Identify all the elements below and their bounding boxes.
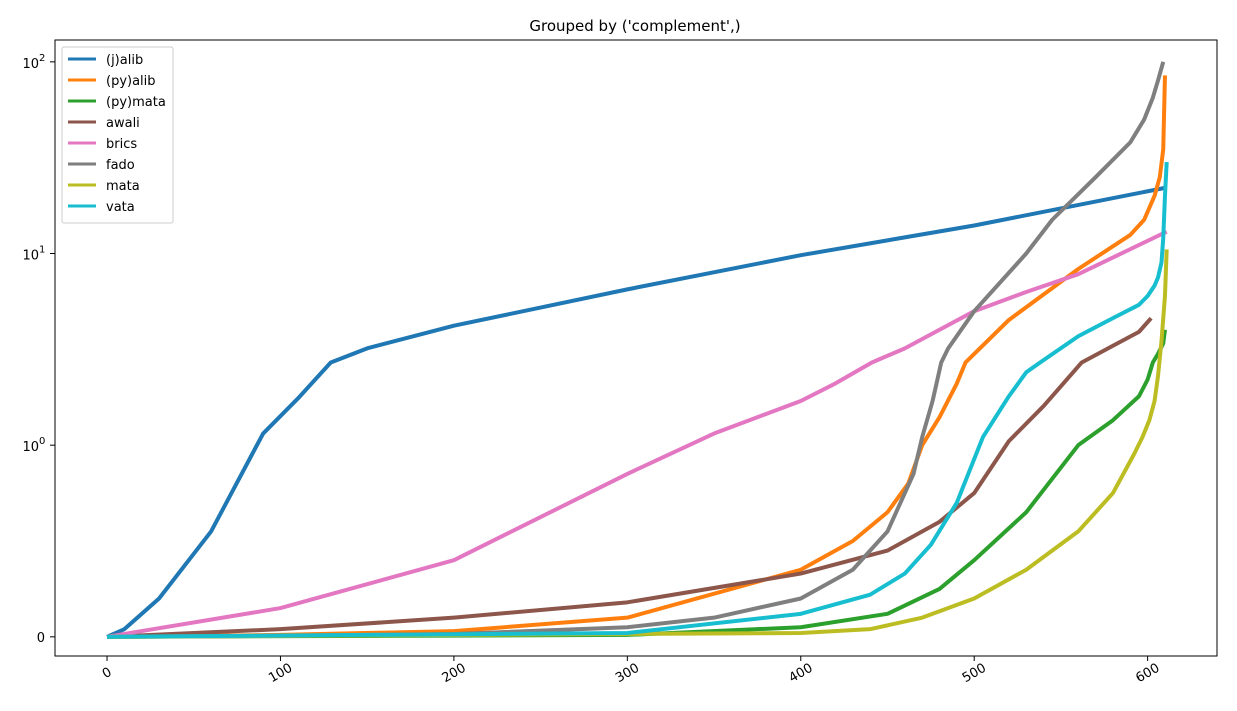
series-line xyxy=(107,61,1166,639)
plot-area xyxy=(106,61,1169,639)
series-line xyxy=(107,161,1169,639)
series-line xyxy=(106,229,1168,639)
y-tick-label: 10 xyxy=(22,57,39,72)
series-line xyxy=(107,75,1167,639)
y-tick-exponent: 1 xyxy=(39,245,45,256)
legend-label: vata xyxy=(106,200,135,215)
legend-label: fado xyxy=(106,158,135,173)
series-line xyxy=(107,249,1169,639)
legend-label: (py)alib xyxy=(106,74,156,89)
legend-box xyxy=(61,46,174,224)
legend-label: (py)mata xyxy=(106,95,166,110)
y-tick-label: 10 xyxy=(22,249,39,264)
plot-frame xyxy=(54,39,1218,657)
legend-label: mata xyxy=(106,179,140,194)
legend-label: (j)alib xyxy=(106,53,143,68)
series-line xyxy=(107,329,1167,639)
legend-label: awali xyxy=(106,116,140,131)
y-tick-label: 10 xyxy=(22,440,39,455)
y-tick-exponent: 0 xyxy=(39,436,45,447)
y-tick-exponent: 2 xyxy=(39,53,45,64)
y-tick-label: 0 xyxy=(37,631,45,646)
legend: (j)alib (py)alib (py)mata awali brics fado mat… xyxy=(61,46,174,224)
series-line xyxy=(106,185,1166,639)
chart-title: Grouped by ('complement',) xyxy=(529,17,740,35)
legend-label: brics xyxy=(106,137,137,152)
series-line xyxy=(106,316,1153,639)
